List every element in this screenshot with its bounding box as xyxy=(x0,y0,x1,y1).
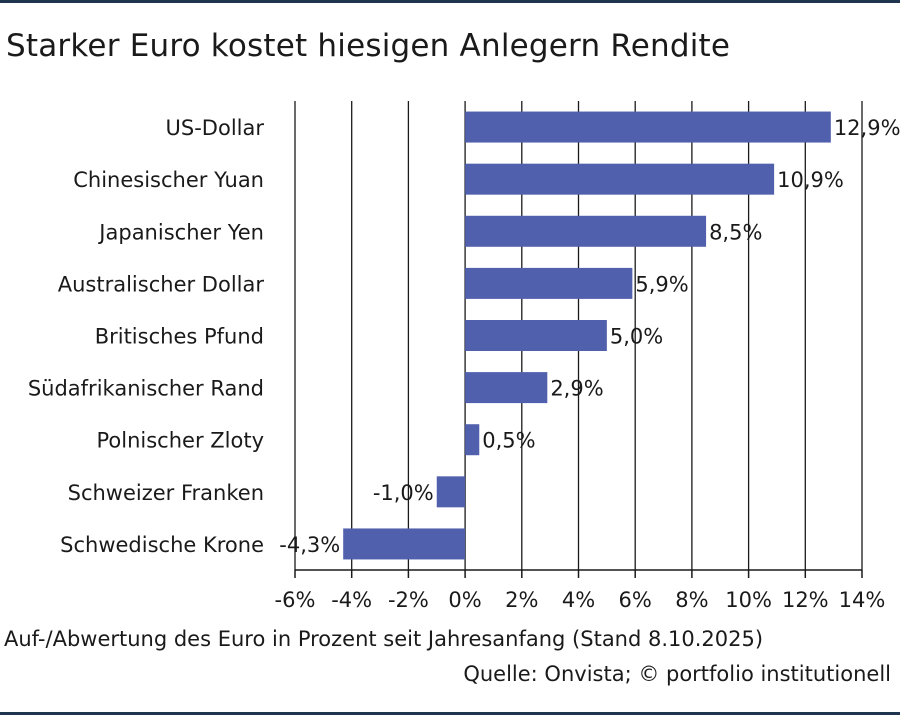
x-tick-label: 12% xyxy=(782,588,829,612)
bar xyxy=(465,320,607,351)
x-tick-label: 10% xyxy=(725,588,772,612)
x-tick-label: -4% xyxy=(331,588,372,612)
bar xyxy=(465,424,480,456)
x-tick-label: -2% xyxy=(388,588,429,612)
category-label: Britisches Pfund xyxy=(95,325,264,349)
x-tick-label: 14% xyxy=(839,588,886,612)
data-label: 5,9% xyxy=(635,272,688,296)
x-tick-label: 2% xyxy=(505,588,538,612)
data-label: 8,5% xyxy=(709,220,762,244)
bar xyxy=(465,267,633,299)
data-label: 12,9% xyxy=(834,116,900,140)
chart-title: Starker Euro kostet hiesigen Anlegern Re… xyxy=(6,28,731,64)
bar xyxy=(465,111,831,143)
category-label: Australischer Dollar xyxy=(58,272,265,296)
x-tick-label: 8% xyxy=(675,588,708,612)
x-tick-label: 6% xyxy=(619,588,652,612)
data-label: 10,9% xyxy=(777,168,844,192)
data-label: 2,9% xyxy=(550,377,603,401)
bar xyxy=(465,215,707,247)
x-tick-label: 4% xyxy=(562,588,595,612)
bar xyxy=(465,372,548,404)
category-label: Schweizer Franken xyxy=(68,481,264,505)
bottom-rule xyxy=(0,712,900,715)
data-label: -4,3% xyxy=(279,533,340,557)
category-label: Schwedische Krone xyxy=(60,533,264,557)
source-note: Quelle: Onvista; © portfolio institution… xyxy=(463,662,891,686)
bar-chart: -6% -4% -2% 0% 2% 4% 6% 8% 10% 12% 14% US-Dollar 12,… xyxy=(28,101,900,612)
category-label: Chinesischer Yuan xyxy=(73,168,264,192)
bar xyxy=(343,528,466,560)
axis-caption: Auf-/Abwertung des Euro in Prozent seit … xyxy=(4,627,764,651)
top-rule xyxy=(0,0,900,3)
bar xyxy=(465,163,775,195)
x-tick-label: 0% xyxy=(448,588,481,612)
category-label: US-Dollar xyxy=(166,116,265,140)
data-label: 5,0% xyxy=(610,325,663,349)
category-label: Polnischer Zloty xyxy=(97,429,265,453)
bar xyxy=(436,476,466,508)
category-label: Japanischer Yen xyxy=(97,220,264,244)
category-label: Südafrikanischer Rand xyxy=(28,377,264,401)
data-label: 0,5% xyxy=(482,429,535,453)
x-tick-label: -6% xyxy=(275,588,316,612)
data-label: -1,0% xyxy=(373,481,434,505)
